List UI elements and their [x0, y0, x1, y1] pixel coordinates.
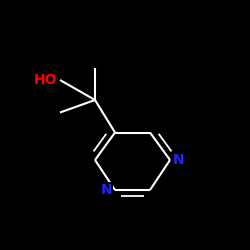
Text: HO: HO: [34, 73, 58, 87]
Text: N: N: [101, 183, 112, 197]
Text: N: N: [172, 153, 184, 167]
